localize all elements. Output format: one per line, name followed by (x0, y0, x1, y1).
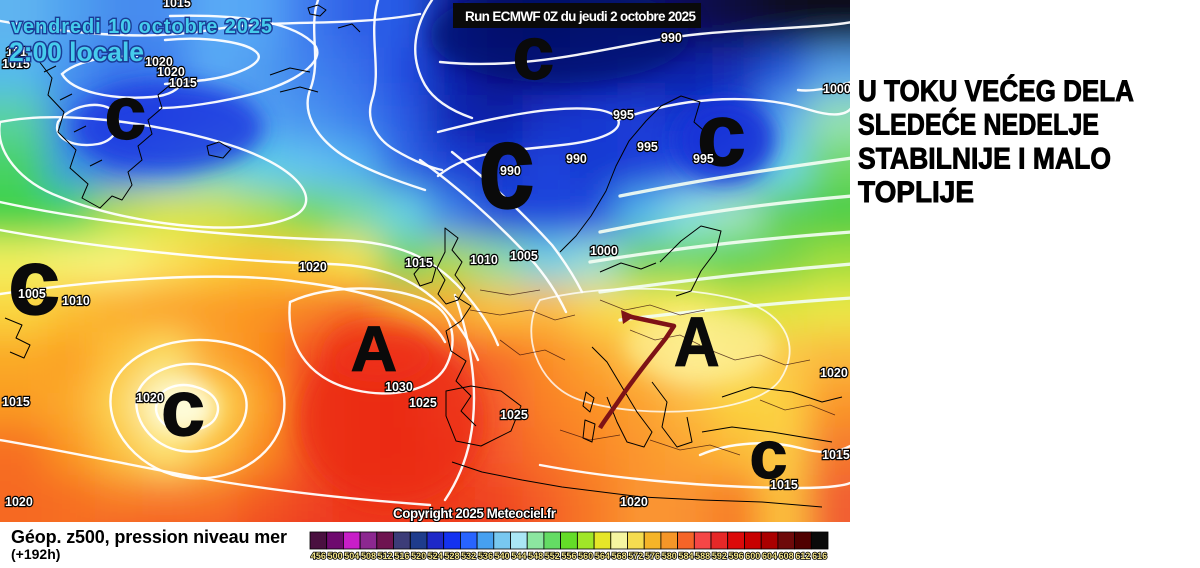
svg-text:616: 616 (812, 551, 827, 561)
svg-text:1005: 1005 (18, 287, 46, 301)
svg-text:1020: 1020 (299, 260, 327, 274)
svg-text:560: 560 (578, 551, 593, 561)
svg-text:528: 528 (444, 551, 459, 561)
svg-text:c: c (478, 98, 535, 234)
svg-text:608: 608 (779, 551, 794, 561)
svg-text:504: 504 (344, 551, 359, 561)
svg-text:STABILNIJE I MALO: STABILNIJE I MALO (858, 143, 1111, 176)
svg-text:990: 990 (661, 31, 682, 45)
svg-text:1015: 1015 (822, 448, 850, 462)
svg-text:1000: 1000 (823, 82, 851, 96)
svg-text:536: 536 (478, 551, 493, 561)
svg-text:612: 612 (795, 551, 810, 561)
svg-text:556: 556 (561, 551, 576, 561)
svg-text:596: 596 (729, 551, 744, 561)
svg-text:1015: 1015 (169, 76, 197, 90)
svg-text:1005: 1005 (510, 249, 538, 263)
svg-text:990: 990 (566, 152, 587, 166)
svg-text:520: 520 (411, 551, 426, 561)
svg-text:c: c (8, 229, 60, 334)
svg-text:1020: 1020 (136, 391, 164, 405)
svg-text:1020: 1020 (820, 366, 848, 380)
svg-text:516: 516 (394, 551, 409, 561)
svg-text:604: 604 (762, 551, 777, 561)
svg-text:990: 990 (500, 164, 521, 178)
svg-text:508: 508 (361, 551, 376, 561)
svg-text:1015: 1015 (770, 478, 798, 492)
svg-text:1015: 1015 (2, 57, 30, 71)
svg-text:572: 572 (628, 551, 643, 561)
svg-text:995: 995 (693, 152, 714, 166)
svg-text:vendredi 10 octobre 2025: vendredi 10 octobre 2025 (11, 16, 272, 38)
svg-text:532: 532 (461, 551, 476, 561)
svg-text:512: 512 (378, 551, 393, 561)
svg-text:544: 544 (511, 551, 526, 561)
svg-text:592: 592 (712, 551, 727, 561)
svg-text:A: A (351, 313, 397, 385)
svg-text:(+192h): (+192h) (11, 546, 60, 562)
svg-text:588: 588 (695, 551, 710, 561)
svg-text:1015: 1015 (405, 256, 433, 270)
svg-text:c: c (750, 417, 788, 493)
svg-text:1025: 1025 (500, 408, 528, 422)
svg-text:1020: 1020 (5, 495, 33, 509)
svg-text:c: c (697, 85, 746, 184)
svg-text:2:00 locale: 2:00 locale (9, 37, 144, 67)
svg-text:1010: 1010 (62, 294, 90, 308)
svg-text:1000: 1000 (590, 244, 618, 258)
svg-text:1020: 1020 (145, 55, 173, 69)
svg-text:576: 576 (645, 551, 660, 561)
svg-text:552: 552 (545, 551, 560, 561)
svg-text:TOPLIJE: TOPLIJE (858, 176, 974, 209)
svg-text:564: 564 (595, 551, 610, 561)
svg-text:1020: 1020 (620, 495, 648, 509)
svg-text:995: 995 (613, 108, 634, 122)
svg-text:101: 101 (6, 45, 27, 59)
svg-text:1015: 1015 (2, 395, 30, 409)
svg-text:Géop. z500, pression niveau me: Géop. z500, pression niveau mer (11, 527, 287, 547)
svg-text:580: 580 (662, 551, 677, 561)
svg-text:568: 568 (612, 551, 627, 561)
svg-text:500: 500 (328, 551, 343, 561)
svg-text:Run ECMWF 0Z du jeudi 2 octobr: Run ECMWF 0Z du jeudi 2 octobre 2025 (465, 9, 696, 24)
svg-text:995: 995 (637, 140, 658, 154)
svg-text:584: 584 (678, 551, 693, 561)
svg-text:SLEDEĆE NEDELJE: SLEDEĆE NEDELJE (858, 108, 1099, 142)
svg-text:548: 548 (528, 551, 543, 561)
svg-text:A: A (674, 304, 719, 382)
svg-text:540: 540 (495, 551, 510, 561)
svg-text:1030: 1030 (385, 380, 413, 394)
svg-text:456: 456 (311, 551, 326, 561)
svg-text:1010: 1010 (470, 253, 498, 267)
svg-text:Copyright 2025 Meteociel.fr: Copyright 2025 Meteociel.fr (393, 506, 557, 521)
svg-text:1015: 1015 (163, 0, 191, 10)
svg-text:1025: 1025 (409, 396, 437, 410)
svg-text:600: 600 (745, 551, 760, 561)
svg-text:1020: 1020 (157, 65, 185, 79)
svg-text:524: 524 (428, 551, 443, 561)
svg-text:c: c (161, 363, 205, 452)
svg-text:U TOKU VEĆEG DELA: U TOKU VEĆEG DELA (858, 74, 1134, 108)
svg-text:c: c (105, 71, 147, 155)
